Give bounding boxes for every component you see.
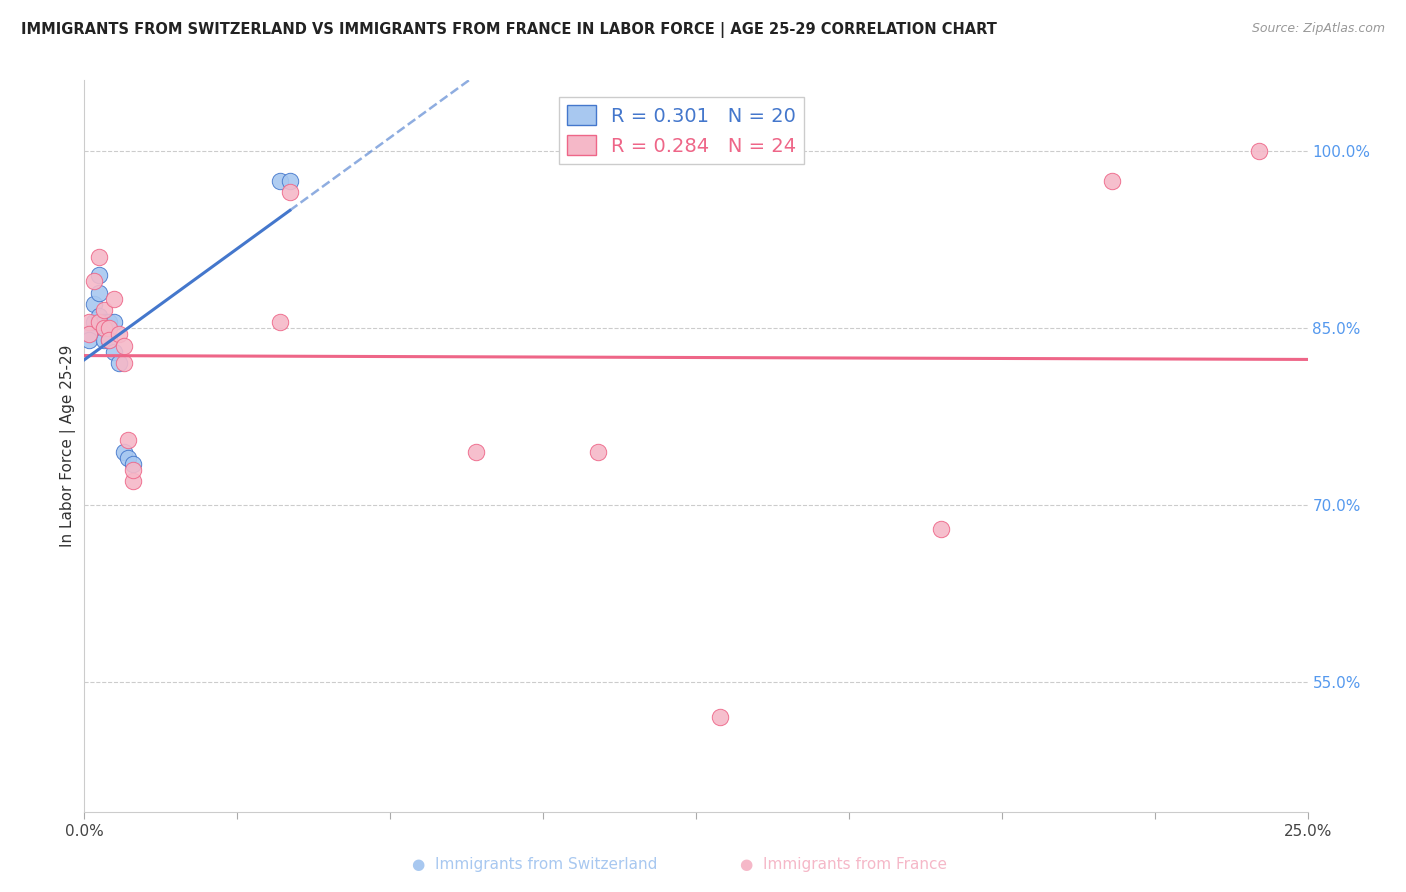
Point	[107, 356, 129, 370]
Point	[269, 315, 291, 329]
Point	[112, 356, 135, 370]
Point	[87, 285, 110, 300]
Text: Source: ZipAtlas.com: Source: ZipAtlas.com	[1251, 22, 1385, 36]
Point	[1101, 173, 1123, 187]
Point	[83, 297, 105, 311]
Point	[278, 186, 301, 200]
Point	[87, 310, 110, 324]
Text: ●  Immigrants from Switzerland: ● Immigrants from Switzerland	[412, 857, 657, 872]
Point	[93, 315, 115, 329]
Legend: R = 0.301   N = 20, R = 0.284   N = 24: R = 0.301 N = 20, R = 0.284 N = 24	[560, 97, 804, 163]
Point	[93, 303, 115, 318]
Point	[112, 445, 135, 459]
Point	[117, 450, 139, 465]
Point	[87, 268, 110, 282]
Point	[97, 321, 120, 335]
Point	[83, 274, 105, 288]
Point	[77, 326, 100, 341]
Point	[464, 445, 486, 459]
Point	[87, 250, 110, 264]
Point	[83, 315, 105, 329]
Point	[93, 321, 115, 335]
Point	[1247, 144, 1270, 158]
Point	[97, 333, 120, 347]
Point	[929, 522, 952, 536]
Point	[709, 710, 731, 724]
Point	[93, 321, 115, 335]
Point	[122, 475, 145, 489]
Point	[77, 333, 100, 347]
Point	[103, 315, 125, 329]
Point	[122, 462, 145, 476]
Point	[77, 326, 100, 341]
Point	[103, 292, 125, 306]
Point	[269, 173, 291, 187]
Point	[278, 173, 301, 187]
Point	[97, 315, 120, 329]
Text: ●  Immigrants from France: ● Immigrants from France	[740, 857, 948, 872]
Point	[97, 333, 120, 347]
Y-axis label: In Labor Force | Age 25-29: In Labor Force | Age 25-29	[60, 345, 76, 547]
Point	[117, 433, 139, 447]
Point	[77, 315, 100, 329]
Point	[586, 445, 609, 459]
Point	[112, 339, 135, 353]
Point	[93, 333, 115, 347]
Point	[103, 344, 125, 359]
Point	[122, 457, 145, 471]
Point	[87, 315, 110, 329]
Text: IMMIGRANTS FROM SWITZERLAND VS IMMIGRANTS FROM FRANCE IN LABOR FORCE | AGE 25-29: IMMIGRANTS FROM SWITZERLAND VS IMMIGRANT…	[21, 22, 997, 38]
Point	[107, 326, 129, 341]
